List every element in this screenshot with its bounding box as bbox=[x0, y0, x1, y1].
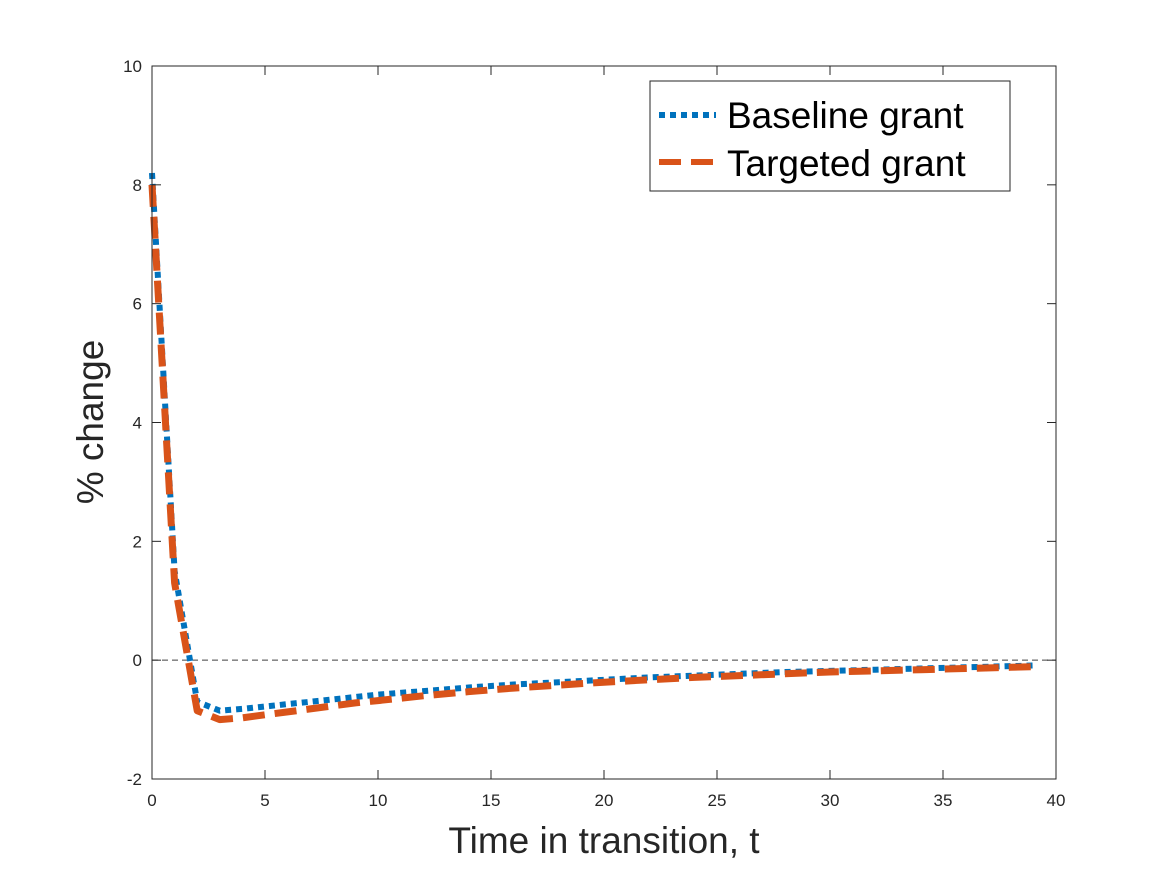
x-tick-label: 5 bbox=[260, 791, 269, 810]
series-line-baseline-grant bbox=[149, 172, 1034, 714]
legend-box bbox=[649, 80, 1011, 192]
x-tick-label: 0 bbox=[147, 791, 156, 810]
y-tick-label: 6 bbox=[133, 295, 142, 314]
legend-label-targeted: Targeted grant bbox=[727, 143, 966, 184]
x-axis-title: Time in transition, t bbox=[448, 820, 760, 861]
y-tick-label: 10 bbox=[123, 57, 142, 76]
y-tick-label: 0 bbox=[133, 651, 142, 670]
x-tick-label: 40 bbox=[1047, 791, 1066, 810]
x-tick-label: 25 bbox=[708, 791, 727, 810]
series-layer bbox=[148, 172, 1034, 724]
series-line-targeted-grant bbox=[148, 184, 1034, 724]
ticks-layer: 0 5 10 15 20 25 30 35 40 -2 0 2 4 6 8 10 bbox=[123, 57, 1065, 810]
x-tick-label: 10 bbox=[369, 791, 388, 810]
x-tick-label: 35 bbox=[934, 791, 953, 810]
y-axis-title: % change bbox=[70, 340, 111, 505]
y-tick-label: 2 bbox=[133, 532, 142, 551]
legend: Baseline grant Targeted grant bbox=[649, 80, 1011, 192]
x-tick-label: 30 bbox=[821, 791, 840, 810]
y-tick-label: 8 bbox=[133, 176, 142, 195]
y-tick-label: -2 bbox=[127, 770, 142, 789]
legend-label-baseline: Baseline grant bbox=[727, 95, 964, 136]
x-tick-label: 15 bbox=[482, 791, 501, 810]
x-tick-label: 20 bbox=[595, 791, 614, 810]
y-tick-label: 4 bbox=[133, 414, 142, 433]
